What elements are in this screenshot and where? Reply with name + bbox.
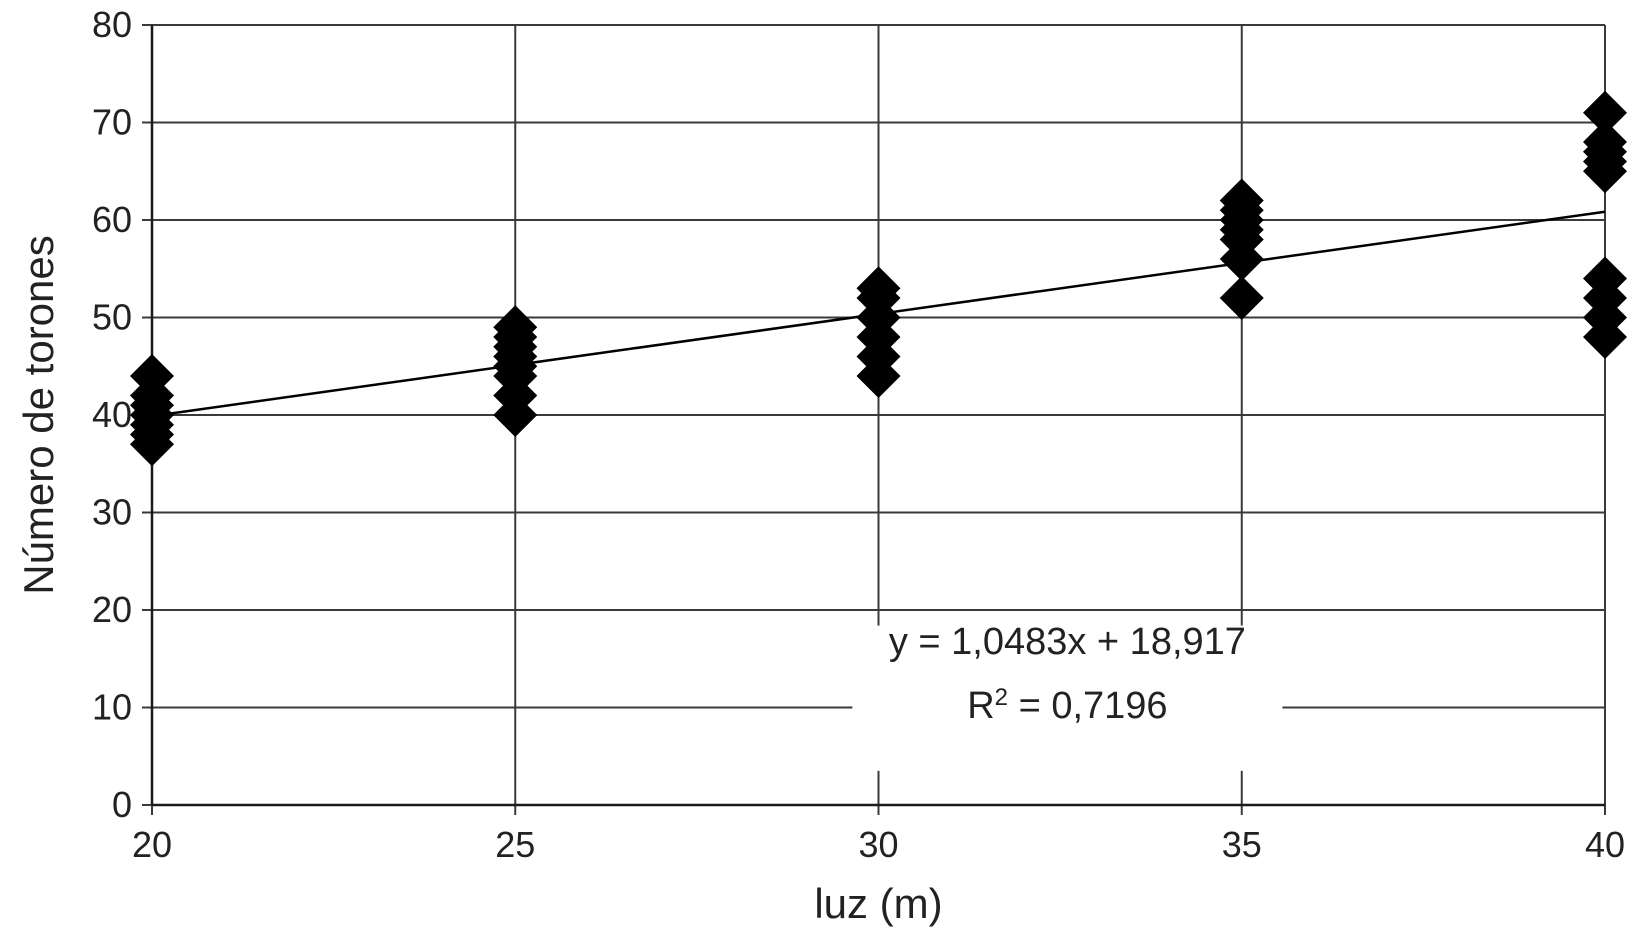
trendline-equation-box: y = 1,0483x + 18,917 R2 = 0,7196 bbox=[852, 621, 1283, 771]
x-tick-label: 35 bbox=[1222, 824, 1262, 865]
x-tick-label: 20 bbox=[132, 824, 172, 865]
data-point bbox=[1583, 256, 1627, 301]
y-tick-label: 0 bbox=[112, 784, 132, 825]
tick-labels: 0 10 20 30 40 50 60 70 80 20 25 30 35 40 bbox=[92, 4, 1625, 865]
data-point bbox=[1219, 276, 1264, 320]
y-tick-label: 30 bbox=[92, 492, 132, 533]
data-point bbox=[493, 305, 538, 350]
r-squared-label: R2 = 0,7196 bbox=[967, 684, 1167, 728]
y-tick-label: 50 bbox=[92, 297, 132, 338]
data-point bbox=[1219, 178, 1264, 223]
y-tick-label: 80 bbox=[92, 4, 132, 45]
data-points bbox=[130, 90, 1627, 467]
trendline-equation: y = 1,0483x + 18,917 bbox=[889, 621, 1246, 663]
x-tick-label: 25 bbox=[495, 824, 535, 865]
y-tick-label: 60 bbox=[92, 199, 132, 240]
y-tick-label: 20 bbox=[92, 589, 132, 630]
data-point bbox=[130, 354, 174, 398]
y-axis-label: Número de torones bbox=[15, 235, 62, 595]
data-point bbox=[1583, 90, 1627, 135]
x-axis-label: luz (m) bbox=[814, 880, 942, 927]
x-tick-label: 40 bbox=[1585, 824, 1625, 865]
r-squared-prefix: R bbox=[967, 685, 994, 727]
data-point bbox=[856, 266, 901, 311]
x-tick-label: 30 bbox=[858, 824, 898, 865]
r-squared-superscript: 2 bbox=[995, 684, 1008, 711]
y-tick-label: 10 bbox=[92, 687, 132, 728]
y-tick-label: 40 bbox=[92, 394, 132, 435]
r-squared-value: = 0,7196 bbox=[1008, 685, 1168, 727]
y-tick-label: 70 bbox=[92, 102, 132, 143]
data-point bbox=[1583, 120, 1627, 164]
equation-background bbox=[852, 625, 1283, 771]
